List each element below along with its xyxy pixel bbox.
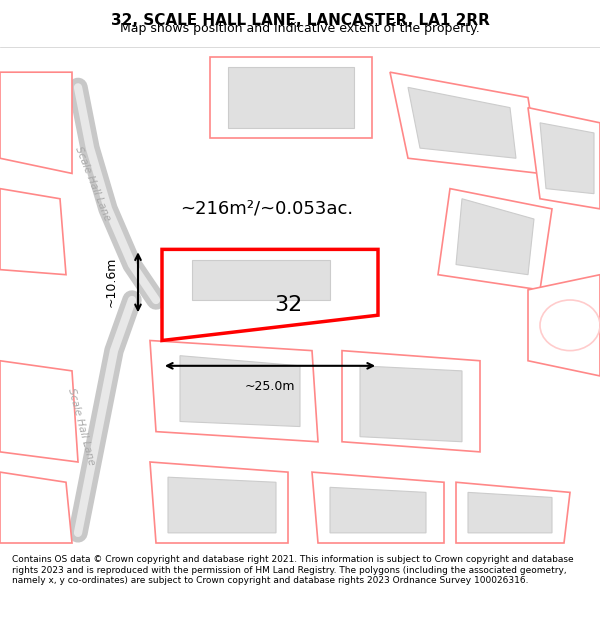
Text: ~10.6m: ~10.6m	[104, 257, 118, 308]
Polygon shape	[540, 122, 594, 194]
Polygon shape	[150, 462, 288, 543]
Text: Scale Hall Lane: Scale Hall Lane	[73, 145, 113, 222]
Polygon shape	[408, 88, 516, 158]
Polygon shape	[0, 72, 72, 173]
Polygon shape	[528, 275, 600, 376]
Polygon shape	[210, 57, 372, 138]
Text: ~25.0m: ~25.0m	[245, 379, 295, 392]
Text: Map shows position and indicative extent of the property.: Map shows position and indicative extent…	[120, 22, 480, 35]
Polygon shape	[390, 72, 540, 173]
Polygon shape	[456, 199, 534, 275]
Polygon shape	[342, 351, 480, 452]
Polygon shape	[162, 249, 378, 341]
Text: Scale Hall Lane: Scale Hall Lane	[66, 387, 96, 466]
Polygon shape	[0, 472, 72, 543]
Polygon shape	[360, 366, 462, 442]
Polygon shape	[468, 492, 552, 533]
Text: 32: 32	[274, 295, 302, 315]
Polygon shape	[180, 356, 300, 426]
Text: Contains OS data © Crown copyright and database right 2021. This information is : Contains OS data © Crown copyright and d…	[12, 555, 574, 585]
Text: 32, SCALE HALL LANE, LANCASTER, LA1 2RR: 32, SCALE HALL LANE, LANCASTER, LA1 2RR	[110, 13, 490, 28]
Polygon shape	[0, 189, 66, 275]
Polygon shape	[438, 189, 552, 290]
Polygon shape	[228, 67, 354, 128]
Polygon shape	[528, 107, 600, 209]
Polygon shape	[0, 361, 78, 462]
Polygon shape	[330, 488, 426, 533]
Polygon shape	[168, 478, 276, 533]
Polygon shape	[456, 482, 570, 543]
Polygon shape	[150, 341, 318, 442]
Polygon shape	[192, 259, 330, 300]
Polygon shape	[312, 472, 444, 543]
Text: ~216m²/~0.053ac.: ~216m²/~0.053ac.	[180, 200, 353, 218]
